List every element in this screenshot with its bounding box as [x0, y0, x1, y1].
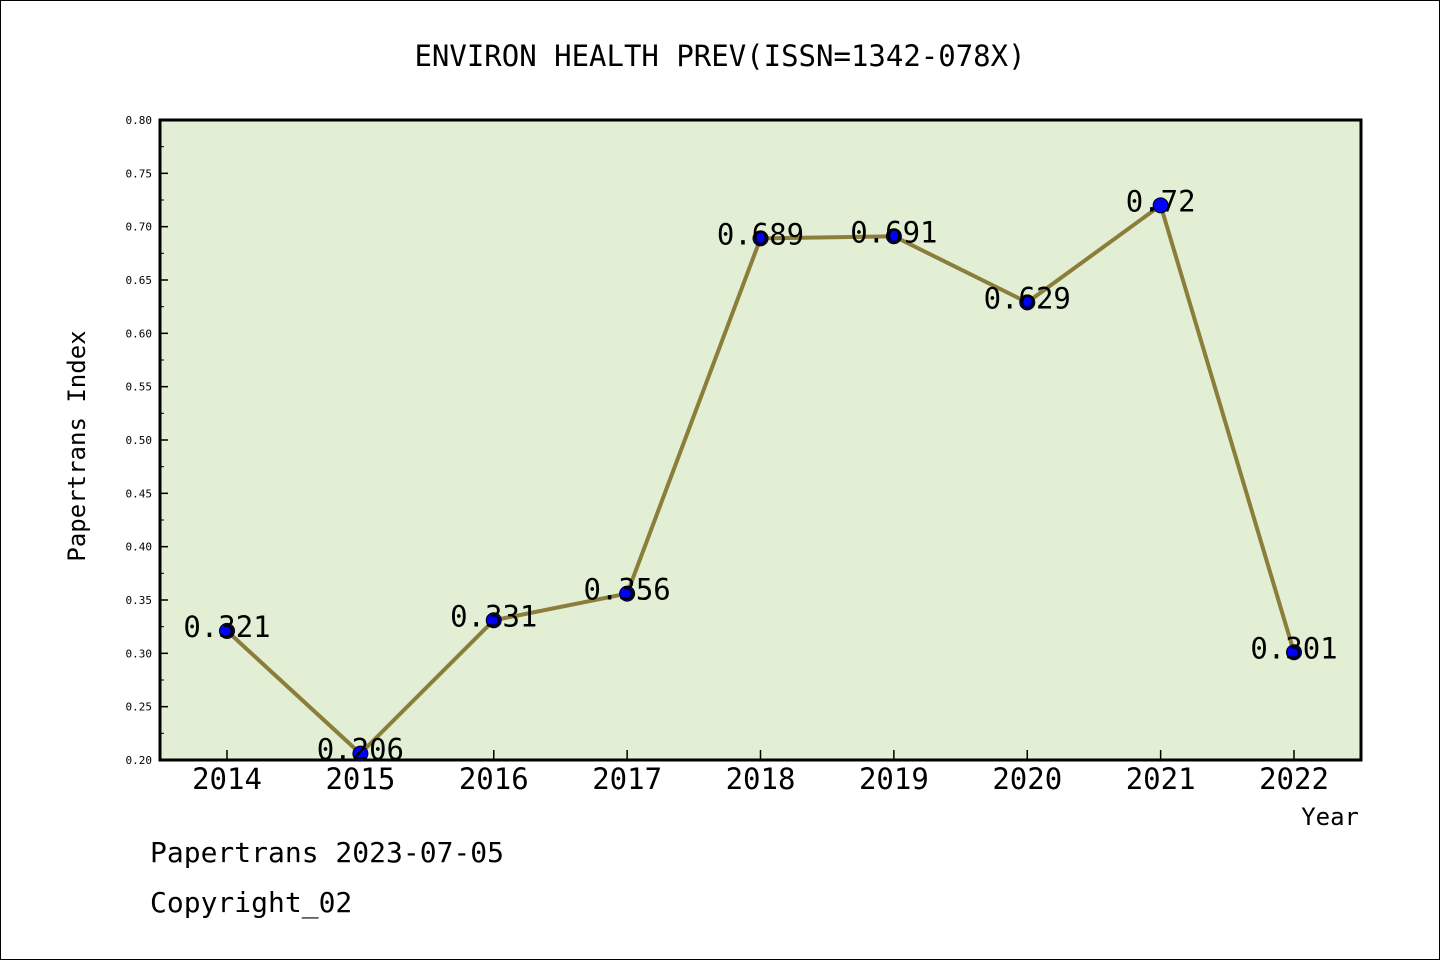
y-tick-label: 0.70	[126, 221, 153, 234]
data-label: 0.691	[850, 215, 937, 249]
data-label: 0.689	[717, 217, 804, 251]
data-point	[1152, 197, 1169, 214]
y-tick-label: 0.50	[126, 434, 153, 447]
data-label: 0.301	[1250, 631, 1337, 665]
x-tick-label: 2019	[859, 762, 929, 796]
data-label: 0.356	[583, 573, 670, 607]
plot-area	[158, 118, 1363, 762]
series-line-group	[219, 197, 1302, 762]
y-tick-label: 0.65	[126, 274, 153, 287]
y-axis-label: Papertrans Index	[63, 330, 91, 561]
x-axis-label: Year	[1301, 803, 1359, 831]
y-tick-label: 0.20	[126, 754, 153, 767]
x-tick-label: 2022	[1259, 762, 1329, 796]
data-label: 0.72	[1126, 184, 1196, 218]
data-point	[619, 585, 636, 602]
x-tick-label: 2018	[726, 762, 796, 796]
y-tick-label: 0.45	[126, 487, 153, 500]
data-point	[352, 745, 369, 762]
data-label-group: 0.321 0.206 0.331 0.356 0.689 0.691 0.629 0.72 0…	[183, 184, 1337, 766]
x-axis-ticks: 2014 2015 2016 2017 2018 2019 2020 2021 2022	[192, 750, 1329, 796]
footer-date: Papertrans 2023-07-05	[150, 836, 505, 869]
x-tick-label: 2016	[459, 762, 529, 796]
data-point	[752, 230, 769, 247]
data-point	[1286, 644, 1302, 661]
footer-copyright: Copyright_02	[150, 886, 353, 919]
y-tick-label: 0.60	[126, 327, 153, 340]
chart-title: ENVIRON HEALTH PREV(ISSN=1342-078X)	[414, 39, 1025, 73]
y-axis-ticks: 0.20 0.25 0.30 0.35 0.40 0.45 0.50 0.55 0.60 0.65…	[126, 114, 168, 767]
y-tick-label: 0.30	[126, 647, 153, 660]
data-label: 0.206	[317, 733, 404, 767]
x-tick-label: 2021	[1126, 762, 1196, 796]
x-tick-label: 2020	[992, 762, 1062, 796]
y-tick-label: 0.55	[126, 381, 153, 394]
y-tick-label: 0.40	[126, 541, 153, 554]
data-label: 0.629	[984, 281, 1071, 315]
data-point	[885, 228, 902, 245]
y-tick-label: 0.35	[126, 594, 153, 607]
y-tick-label: 0.80	[126, 114, 153, 127]
x-tick-label: 2014	[192, 762, 262, 796]
x-tick-label: 2015	[325, 762, 395, 796]
data-point	[219, 622, 235, 639]
x-tick-label: 2017	[592, 762, 662, 796]
data-label: 0.331	[450, 599, 537, 633]
y-tick-label: 0.75	[126, 167, 153, 180]
data-point	[1019, 294, 1036, 311]
data-point	[485, 612, 502, 629]
data-label: 0.321	[183, 610, 270, 644]
y-tick-label: 0.25	[126, 701, 153, 714]
